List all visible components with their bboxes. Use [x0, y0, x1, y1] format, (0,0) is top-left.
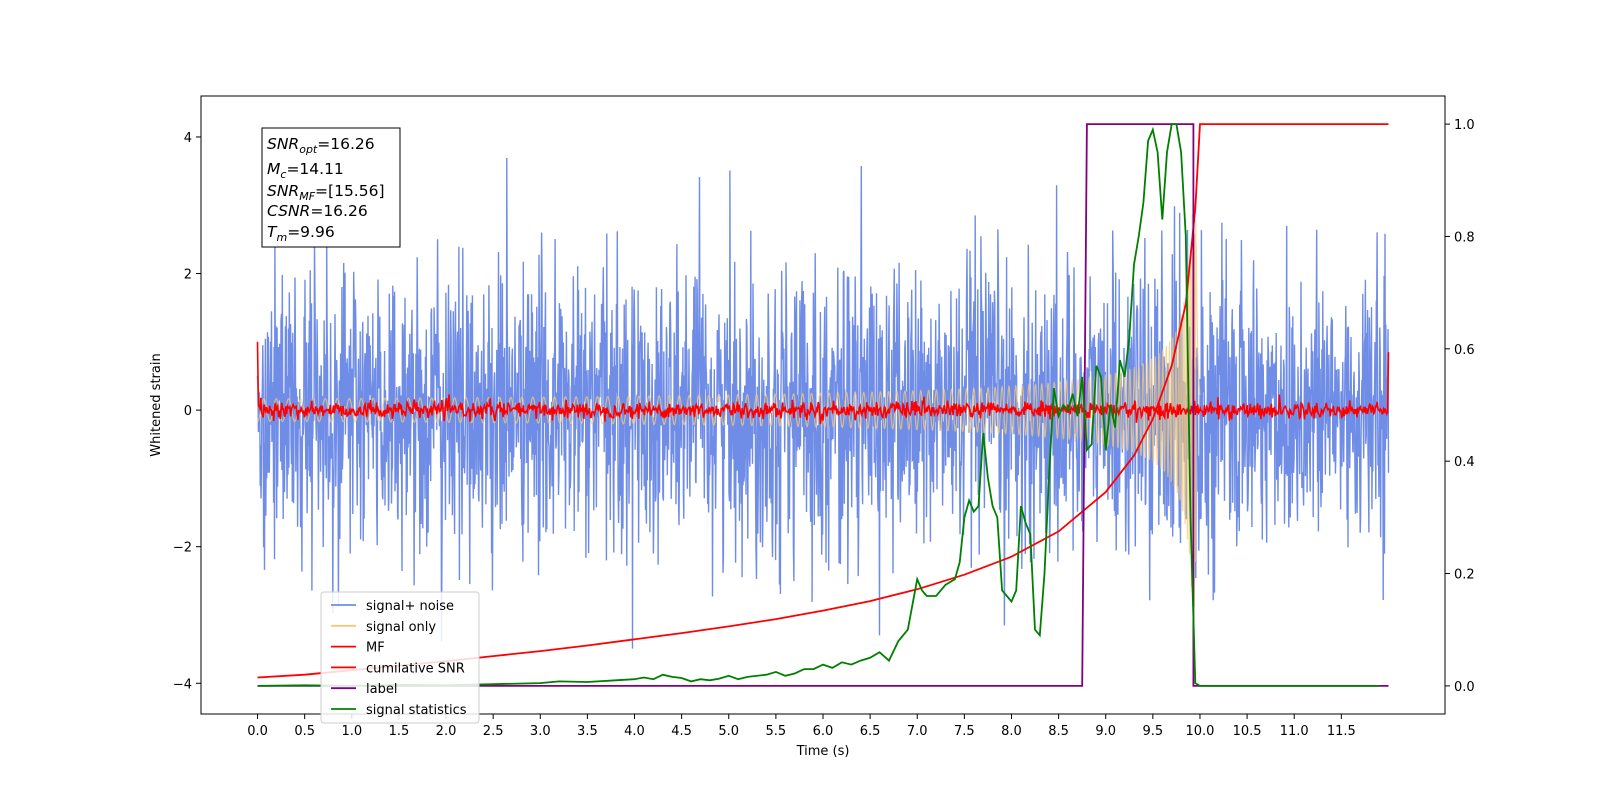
series-mf — [256, 341, 1390, 425]
csnr-value: =16.26 — [310, 202, 367, 220]
annotation-frame — [261, 127, 401, 248]
legend-label: label — [366, 682, 397, 697]
y-axis-label-left: Whitened strain — [149, 353, 164, 456]
legend-label: MF — [366, 641, 385, 656]
x-tick-label: 1.0 — [341, 724, 362, 739]
x-tick-label: 10.5 — [1233, 724, 1262, 739]
snr-opt-value: =16.26 — [317, 135, 374, 153]
snr-mf-base: SNR — [267, 182, 299, 200]
csnr-base: CSNR — [267, 202, 310, 220]
mc-value: =14.11 — [286, 160, 343, 178]
x-tick-label: 9.5 — [1143, 724, 1164, 739]
y-tick-label-left: −4 — [173, 677, 192, 692]
x-tick-label: 4.5 — [671, 724, 692, 739]
x-tick-label: 1.5 — [389, 724, 410, 739]
annotation-box: SNRopt=16.26 Mc=14.11 SNRMF=[15.56] CSNR… — [261, 127, 401, 248]
snr-opt-base: SNR — [267, 135, 299, 153]
x-tick-label: 7.0 — [907, 724, 928, 739]
x-tick-label: 9.0 — [1095, 724, 1116, 739]
tm-value: =9.96 — [287, 223, 335, 241]
tm-sub: m — [276, 231, 287, 244]
x-tick-label: 8.0 — [1001, 724, 1022, 739]
y-tick-label-left: 2 — [184, 268, 192, 283]
x-tick-label: 4.0 — [624, 724, 645, 739]
legend-label: signal statistics — [366, 703, 467, 718]
x-tick-label: 8.5 — [1048, 724, 1069, 739]
y-tick-label-left: 0 — [184, 404, 192, 419]
y-tick-label-right: 0.8 — [1454, 230, 1475, 245]
x-tick-label: 3.0 — [530, 724, 551, 739]
legend-label: signal only — [366, 620, 436, 635]
x-tick-label: 6.0 — [813, 724, 834, 739]
y-tick-label-right: 0.4 — [1454, 455, 1475, 470]
mc-sub: c — [280, 168, 286, 181]
x-tick-label: 11.0 — [1280, 724, 1309, 739]
x-tick-label: 6.5 — [860, 724, 881, 739]
y-tick-label-right: 0.0 — [1454, 680, 1475, 695]
annotation-snr-mf: SNRMF=[15.56] — [267, 182, 385, 203]
tm-base: T — [267, 223, 278, 241]
legend: signal+ noise signal only MF cumilative SNR… — [320, 591, 480, 724]
x-tick-label: 11.5 — [1327, 724, 1356, 739]
snr-mf-value: =[15.56] — [315, 182, 384, 200]
x-tick-label: 5.5 — [766, 724, 787, 739]
y-tick-label-left: 4 — [184, 131, 192, 146]
annotation-csnr: CSNR=16.26 — [267, 202, 368, 220]
x-tick-label: 5.0 — [718, 724, 739, 739]
annotation-mc: Mc=14.11 — [267, 160, 344, 181]
x-tick-label: 2.0 — [436, 724, 457, 739]
y-tick-label-right: 0.2 — [1454, 568, 1475, 583]
snr-opt-sub: opt — [299, 143, 318, 156]
series-signal-noise — [256, 157, 1390, 649]
snr-mf-sub: MF — [299, 190, 315, 203]
x-tick-label: 0.5 — [294, 724, 315, 739]
legend-label: signal+ noise — [366, 599, 454, 614]
axis-ticks: 0.0 0.5 1.0 1.5 2.0 2.5 3.0 3.5 4.0 4.5 5.0 5.5 6.0 6… — [173, 118, 1475, 739]
x-tick-label: 10.0 — [1185, 724, 1214, 739]
x-tick-label: 7.5 — [954, 724, 975, 739]
y-tick-label-left: −2 — [173, 541, 192, 556]
annotation-snr-opt: SNRopt=16.26 — [267, 135, 375, 156]
x-tick-label: 3.5 — [577, 724, 598, 739]
series-signal-statistics — [257, 123, 1379, 687]
annotation-tm: Tm=9.96 — [267, 223, 335, 244]
x-axis-label: Time (s) — [796, 744, 850, 759]
x-tick-label: 0.0 — [247, 724, 268, 739]
legend-frame — [320, 591, 480, 724]
series-signal-only — [257, 213, 1201, 608]
y-tick-label-right: 1.0 — [1454, 118, 1475, 133]
mc-base: M — [267, 160, 280, 178]
legend-label: cumilative SNR — [366, 661, 465, 676]
y-tick-label-right: 0.6 — [1454, 343, 1475, 358]
x-tick-label: 2.5 — [483, 724, 504, 739]
